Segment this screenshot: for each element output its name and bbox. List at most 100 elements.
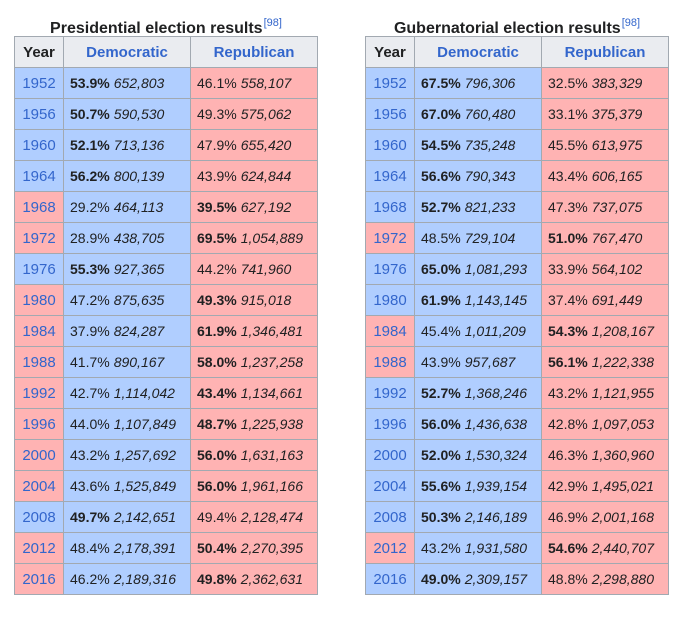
rep-votes: 1,961,166 [240,478,303,494]
presidential-results-table-wrap: Presidential election results[98] Year D… [14,10,318,595]
rep-votes: 375,379 [591,106,643,122]
year-link[interactable]: 1972 [365,222,415,254]
dem-percent: 65.0% [421,261,461,277]
dem-result-cell: 49.0% 2,309,157 [414,563,542,595]
dem-percent: 54.5% [421,137,461,153]
dem-percent: 52.0% [421,447,461,463]
gubernatorial-caption-text: Gubernatorial election results [393,20,621,37]
year-link[interactable]: 2008 [14,501,64,533]
table-row: 2000 52.0% 1,530,324 46.3% 1,360,960 [365,439,669,471]
rep-percent: 43.4% [548,168,588,184]
dem-percent: 55.6% [421,478,461,494]
dem-percent: 37.9% [70,323,110,339]
rep-percent: 32.5% [548,75,588,91]
dem-votes: 735,248 [464,137,516,153]
dem-votes: 1,011,209 [464,323,526,339]
year-link[interactable]: 1972 [14,222,64,254]
rep-result-cell: 56.0% 1,961,166 [190,470,318,502]
year-header: Year [14,36,64,68]
dem-votes: 2,142,651 [113,509,176,525]
rep-votes: 1,495,021 [591,478,654,494]
dem-percent: 52.7% [421,199,461,215]
year-link[interactable]: 1956 [365,98,415,130]
rep-percent: 45.5% [548,137,588,153]
dem-percent: 49.7% [70,509,110,525]
rep-votes: 737,075 [591,199,643,215]
year-link[interactable]: 1992 [14,377,64,409]
year-link[interactable]: 2012 [14,532,64,564]
year-link[interactable]: 1980 [14,284,64,316]
year-link[interactable]: 1984 [14,315,64,347]
year-link[interactable]: 1964 [365,160,415,192]
rep-percent: 48.7% [197,416,237,432]
republican-header-link[interactable]: Republican [541,36,669,68]
rep-percent: 39.5% [197,199,237,215]
year-link[interactable]: 2000 [14,439,64,471]
year-link[interactable]: 1968 [365,191,415,223]
republican-header-link[interactable]: Republican [190,36,318,68]
rep-result-cell: 48.8% 2,298,880 [541,563,669,595]
rep-percent: 46.1% [197,75,237,91]
year-link[interactable]: 1996 [14,408,64,440]
democratic-header-link[interactable]: Democratic [63,36,191,68]
presidential-ref-link[interactable]: [98] [263,17,282,29]
table-row: 2008 50.3% 2,146,189 46.9% 2,001,168 [365,501,669,533]
year-link[interactable]: 2004 [14,470,64,502]
gubernatorial-ref-link[interactable]: [98] [621,17,641,29]
year-link[interactable]: 2012 [365,532,415,564]
dem-result-cell: 37.9% 824,287 [63,315,191,347]
year-link[interactable]: 1964 [14,160,64,192]
rep-result-cell: 33.1% 375,379 [541,98,669,130]
rep-result-cell: 46.3% 1,360,960 [541,439,669,471]
dem-percent: 49.0% [421,571,461,587]
rep-percent: 46.9% [548,509,588,525]
rep-votes: 1,121,955 [591,385,654,401]
year-link[interactable]: 1960 [14,129,64,161]
rep-percent: 44.2% [197,261,237,277]
year-link[interactable]: 1988 [365,346,415,378]
democratic-header-link[interactable]: Democratic [414,36,542,68]
year-link[interactable]: 1988 [14,346,64,378]
dem-votes: 1,143,145 [464,292,527,308]
presidential-results-table: Year Democratic Republican 1952 53.9% 652,… [14,36,318,595]
year-link[interactable]: 1992 [365,377,415,409]
dem-result-cell: 42.7% 1,114,042 [63,377,191,409]
year-link[interactable]: 2016 [14,563,64,595]
rep-percent: 37.4% [548,292,588,308]
year-link[interactable]: 1952 [14,67,64,99]
presidential-caption: Presidential election results[98] [14,10,318,37]
year-link[interactable]: 2004 [365,470,415,502]
rep-percent: 43.9% [197,168,237,184]
rep-result-cell: 47.9% 655,420 [190,129,318,161]
rep-result-cell: 47.3% 737,075 [541,191,669,223]
year-link[interactable]: 2016 [365,563,415,595]
year-link[interactable]: 1976 [14,253,64,285]
rep-result-cell: 56.1% 1,222,338 [541,346,669,378]
dem-percent: 45.4% [421,323,461,339]
rep-votes: 1,134,661 [240,385,303,401]
dem-percent: 47.2% [70,292,110,308]
rep-votes: 606,165 [591,168,643,184]
rep-percent: 42.8% [548,416,588,432]
dem-result-cell: 52.1% 713,136 [63,129,191,161]
table-row: 2012 43.2% 1,931,580 54.6% 2,440,707 [365,532,669,564]
year-link[interactable]: 2000 [365,439,415,471]
dem-result-cell: 43.2% 1,931,580 [414,532,542,564]
year-link[interactable]: 1956 [14,98,64,130]
table-row: 1976 65.0% 1,081,293 33.9% 564,102 [365,253,669,285]
year-link[interactable]: 2008 [365,501,415,533]
year-link[interactable]: 1960 [365,129,415,161]
table-row: 2008 49.7% 2,142,651 49.4% 2,128,474 [14,501,318,533]
year-link[interactable]: 1952 [365,67,415,99]
year-link[interactable]: 1996 [365,408,415,440]
table-row: 1984 45.4% 1,011,209 54.3% 1,208,167 [365,315,669,347]
year-link[interactable]: 1976 [365,253,415,285]
rep-percent: 54.3% [548,323,588,339]
year-link[interactable]: 1984 [365,315,415,347]
table-row: 1972 48.5% 729,104 51.0% 767,470 [365,222,669,254]
rep-percent: 54.6% [548,540,588,556]
rep-percent: 49.4% [197,509,237,525]
year-link[interactable]: 1968 [14,191,64,223]
year-link[interactable]: 1980 [365,284,415,316]
dem-result-cell: 56.6% 790,343 [414,160,542,192]
